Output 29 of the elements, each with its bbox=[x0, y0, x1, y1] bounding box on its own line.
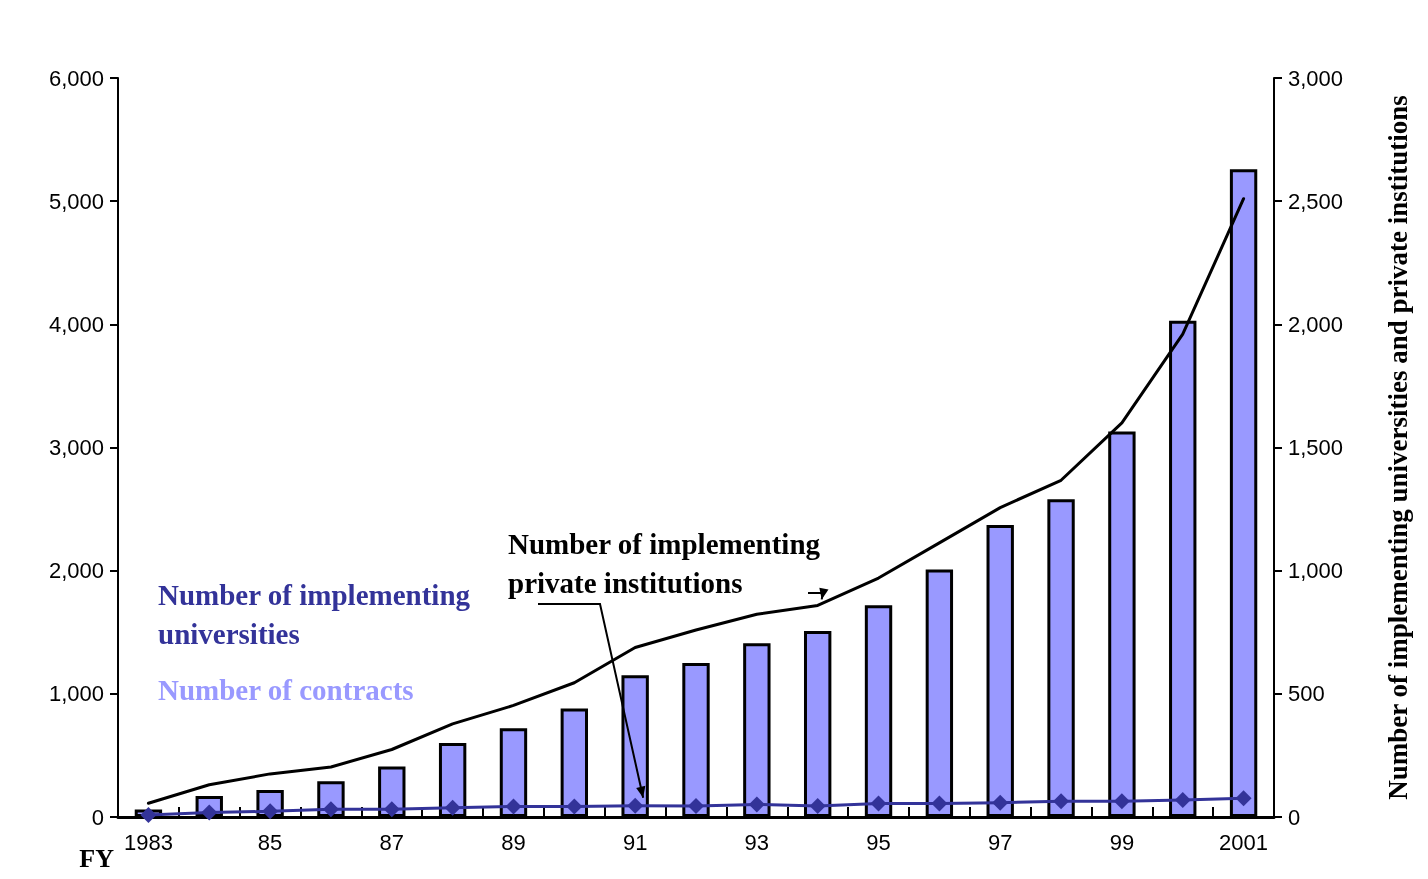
y-tick-label: 3,000 bbox=[48, 435, 104, 460]
x-tick-label: 99 bbox=[1109, 829, 1135, 855]
x-axis-title: FY bbox=[79, 843, 115, 873]
y2-axis-title: Number of implementing universities and private institutions bbox=[1382, 95, 1413, 800]
y2-tick-label: 1,000 bbox=[1288, 558, 1344, 584]
x-tick-label: 95 bbox=[866, 829, 891, 855]
y-tick-label: 2,000 bbox=[48, 558, 104, 584]
y2-tick-label: 0 bbox=[1288, 804, 1301, 830]
text: Number of implementing universities bbox=[158, 578, 478, 650]
series-label: Number of contracts bbox=[158, 673, 414, 706]
x-tick-label: 1983 bbox=[123, 829, 173, 855]
y-tick-label: 5,000 bbox=[48, 188, 104, 214]
y2-tick-label: 2,000 bbox=[1288, 311, 1344, 337]
x-tick-label: 85 bbox=[257, 829, 283, 855]
series-label: Number of implementing private institutions bbox=[508, 527, 828, 599]
x-tick-label: 87 bbox=[379, 829, 405, 855]
x-tick-label: 91 bbox=[622, 829, 648, 855]
x-tick-label: 89 bbox=[501, 829, 526, 855]
y-tick-label: 1,000 bbox=[48, 681, 104, 707]
y-tick-label: 6,000 bbox=[48, 65, 104, 91]
y2-tick-label: 3,000 bbox=[1288, 65, 1344, 91]
y-tick-label: 0 bbox=[91, 804, 104, 830]
y-tick-label: 4,000 bbox=[48, 311, 104, 337]
x-tick-label: 2001 bbox=[1219, 829, 1269, 855]
y2-tick-label: 2,500 bbox=[1288, 188, 1344, 214]
y2-tick-label: 500 bbox=[1288, 681, 1325, 707]
x-tick-label: 93 bbox=[744, 829, 770, 855]
x-tick-label: 97 bbox=[987, 829, 1013, 855]
y2-tick-label: 1,500 bbox=[1288, 435, 1344, 460]
